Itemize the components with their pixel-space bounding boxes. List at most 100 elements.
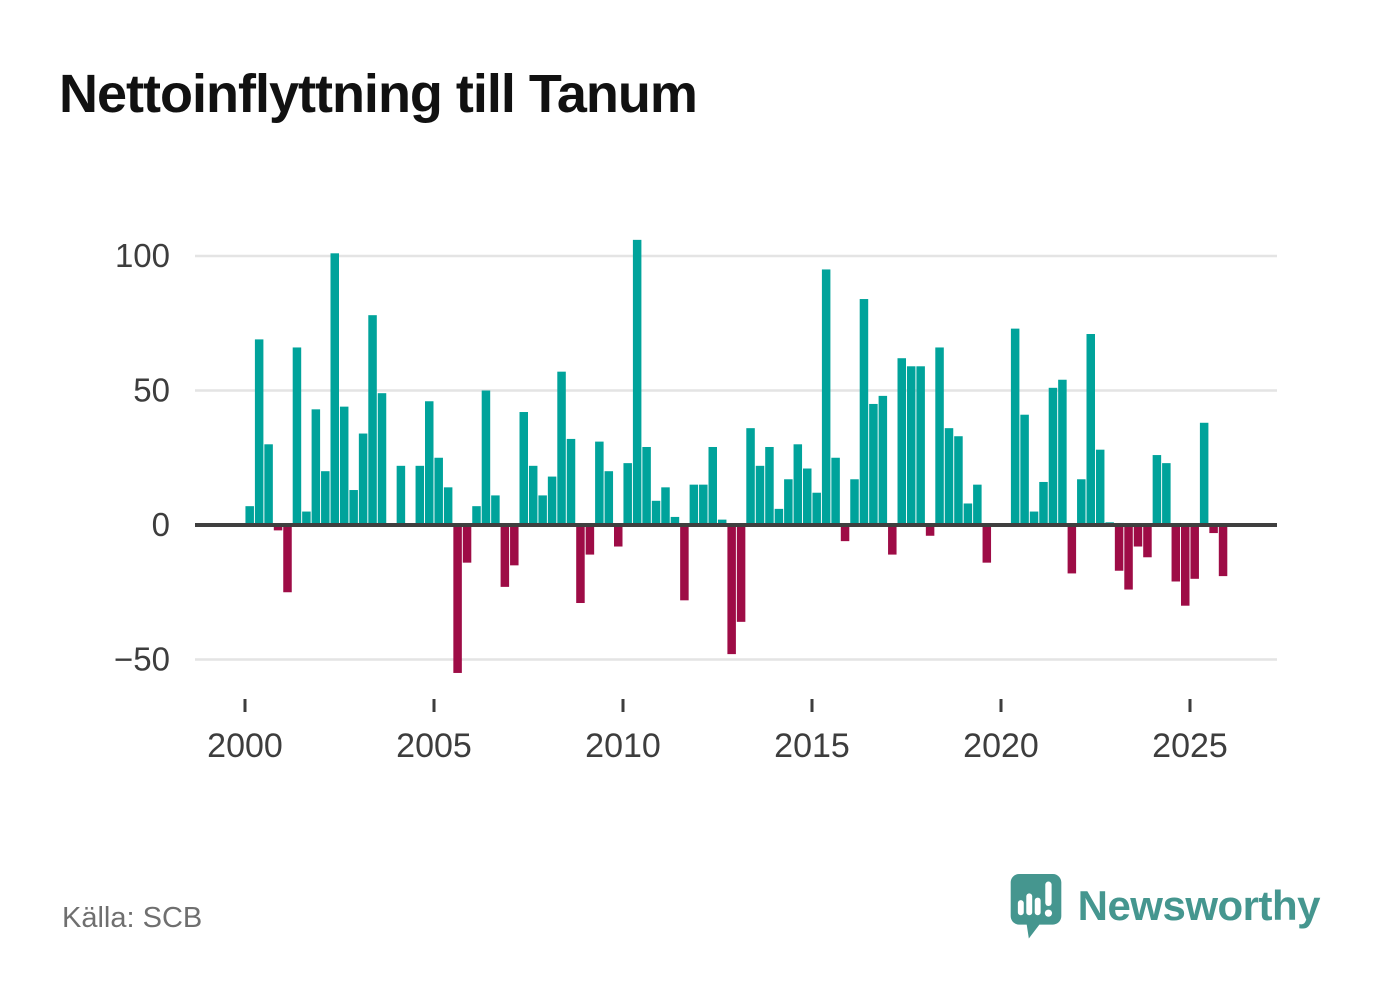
bar-2009Q2	[595, 441, 604, 525]
bar-2020Q2	[1010, 328, 1020, 525]
y-axis-label--50: −50	[114, 641, 170, 678]
bar-2013Q1	[736, 525, 746, 622]
exclamation-dot	[1044, 909, 1052, 917]
bar-2001Q4	[311, 409, 321, 525]
bar-2009Q4	[614, 525, 623, 547]
bar-2002Q3	[339, 406, 349, 525]
x-axis-label-2000: 2000	[207, 727, 283, 765]
newsworthy-wordmark: Newsworthy	[1077, 882, 1321, 929]
bar-2025Q4	[1218, 525, 1228, 577]
mini-bar-3	[1034, 897, 1041, 916]
bar-2004Q1	[396, 465, 406, 525]
bar-2020Q4	[1029, 511, 1039, 525]
x-axis-label-2025: 2025	[1152, 727, 1228, 765]
bar-2011Q1	[661, 487, 670, 525]
bar-2005Q4	[462, 525, 472, 563]
bar-2018Q1	[925, 525, 935, 536]
bar-2004Q3	[415, 465, 425, 525]
bar-2014Q1	[774, 508, 784, 525]
bar-2001Q3	[302, 511, 311, 525]
bar-2005Q3	[453, 525, 462, 673]
chart-title: Nettoinflyttning till Tanum	[59, 64, 698, 124]
x-axis-label-2015: 2015	[774, 727, 850, 765]
bar-2020Q3	[1020, 414, 1029, 525]
bar-2019Q2	[973, 484, 982, 525]
bar-2018Q3	[944, 428, 954, 525]
bar-2016Q1	[850, 479, 859, 525]
x-axis-label-2005: 2005	[396, 727, 472, 765]
bar-2021Q4	[1067, 525, 1077, 574]
bar-2007Q2	[519, 412, 528, 525]
bar-2017Q1	[888, 525, 897, 555]
bar-2014Q2	[784, 479, 793, 525]
bar-2015Q4	[840, 525, 850, 542]
bar-2007Q4	[538, 495, 547, 525]
bar-2008Q1	[547, 476, 557, 525]
newsworthy-logo: Newsworthy	[1009, 872, 1321, 940]
bar-2017Q4	[916, 366, 925, 525]
bar-2022Q3	[1095, 449, 1105, 525]
bar-2009Q1	[585, 525, 595, 555]
y-axis-label-0: 0	[152, 506, 170, 543]
bar-2011Q3	[680, 525, 689, 601]
bar-2023Q3	[1133, 525, 1143, 547]
bar-2002Q4	[349, 490, 358, 525]
bar-2013Q4	[765, 446, 774, 525]
bar-2024Q2	[1162, 463, 1171, 525]
bar-2006Q3	[491, 495, 500, 525]
bar-2001Q2	[292, 347, 302, 525]
bar-2010Q4	[651, 500, 661, 525]
bar-2016Q2	[859, 299, 869, 525]
bar-2012Q3	[717, 519, 727, 525]
source-caption: Källa: SCB	[62, 902, 203, 934]
bar-2021Q2	[1048, 387, 1058, 525]
x-axis-label-2010: 2010	[585, 727, 661, 765]
bar-2013Q2	[746, 428, 755, 525]
bar-2002Q1	[321, 471, 330, 525]
bar-2018Q4	[954, 436, 963, 525]
bar-2007Q1	[510, 525, 519, 566]
bar-2012Q1	[699, 484, 708, 525]
bar-2022Q1	[1077, 479, 1086, 525]
bar-2015Q3	[831, 457, 840, 525]
bar-2024Q3	[1171, 525, 1181, 582]
bar-2003Q3	[377, 393, 387, 525]
bar-2000Q2	[254, 339, 264, 525]
bar-2025Q1	[1190, 525, 1199, 579]
bar-2012Q4	[727, 525, 736, 655]
bar-2022Q2	[1086, 334, 1095, 525]
bar-2025Q2	[1199, 422, 1209, 525]
mini-bar-1	[1017, 900, 1024, 916]
bar-2019Q3	[982, 525, 992, 563]
bar-2013Q3	[755, 465, 765, 525]
bar-2007Q3	[528, 465, 538, 525]
exclamation-stem	[1044, 881, 1052, 906]
bar-2008Q2	[557, 371, 566, 525]
bar-2017Q3	[906, 366, 916, 525]
bar-2010Q1	[623, 463, 632, 525]
bar-2023Q4	[1143, 525, 1152, 558]
bar-2006Q2	[481, 390, 491, 525]
bar-2005Q2	[443, 487, 453, 525]
mini-bar-2	[1025, 893, 1032, 916]
bar-2017Q2	[897, 358, 906, 525]
bar-2016Q4	[878, 395, 888, 525]
bar-2014Q4	[803, 468, 812, 525]
bar-2003Q2	[368, 315, 377, 525]
bar-2011Q4	[689, 484, 699, 525]
bar-2006Q1	[472, 506, 481, 525]
bar-2004Q4	[425, 401, 434, 525]
bar-2008Q3	[566, 438, 576, 525]
bar-2000Q3	[264, 444, 273, 525]
y-axis-label-100: 100	[115, 237, 170, 274]
bar-2016Q3	[869, 403, 878, 525]
bar-2010Q2	[632, 239, 642, 526]
bar-2000Q1	[245, 506, 254, 525]
bar-2012Q2	[708, 446, 717, 525]
y-axis-label-50: 50	[133, 372, 170, 409]
bar-2018Q2	[935, 347, 944, 525]
bar-2002Q2	[330, 253, 339, 525]
bar-2001Q1	[283, 525, 292, 593]
bar-2024Q1	[1152, 455, 1162, 525]
